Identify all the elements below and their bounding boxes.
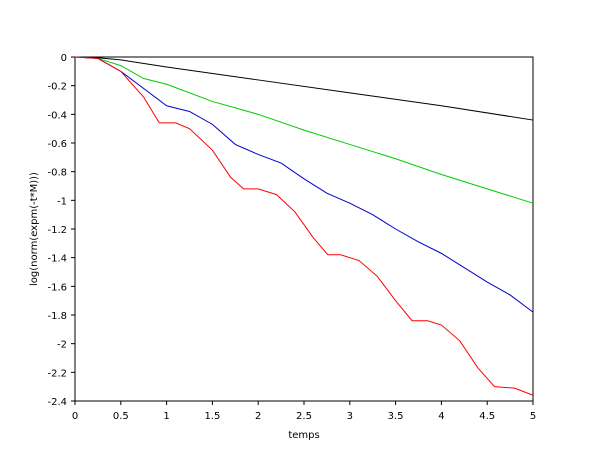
x-tick-label: 0 <box>72 411 78 422</box>
y-tick-label: -1.4 <box>47 254 67 265</box>
y-tick-label: -2.2 <box>47 368 67 379</box>
x-axis-label: temps <box>288 430 319 441</box>
series-line <box>74 56 534 396</box>
x-tick-label: 3.5 <box>388 411 404 422</box>
plot-frame <box>74 56 534 402</box>
y-tick-label: 0 <box>61 53 67 64</box>
x-tick-label: 4.5 <box>479 411 495 422</box>
x-tick-label: 0.5 <box>113 411 129 422</box>
y-tick-label: -2.4 <box>47 397 67 408</box>
y-tick-label: -1.6 <box>47 282 67 293</box>
y-tick-label: -1.2 <box>47 225 67 236</box>
y-axis-label: log(norm(expm(-t*M))) <box>29 172 40 286</box>
series-line <box>74 56 534 313</box>
series-line <box>74 56 534 121</box>
x-tick-label: 2.5 <box>296 411 312 422</box>
x-tick-label: 3 <box>347 411 353 422</box>
y-tick-label: -0.8 <box>47 168 67 179</box>
y-tick-label: -0.4 <box>47 110 67 121</box>
y-tick-label: -1.8 <box>47 311 67 322</box>
x-tick-label: 5 <box>530 411 536 422</box>
x-tick-label: 1.5 <box>204 411 220 422</box>
x-tick-label: 2 <box>255 411 261 422</box>
y-tick-label: -2 <box>57 340 67 351</box>
series-line <box>74 56 534 204</box>
y-tick-label: -0.6 <box>47 139 67 150</box>
x-tick-label: 4 <box>438 411 444 422</box>
y-tick-label: -0.2 <box>47 82 67 93</box>
x-tick-label: 1 <box>163 411 169 422</box>
y-tick-label: -1 <box>57 196 67 207</box>
